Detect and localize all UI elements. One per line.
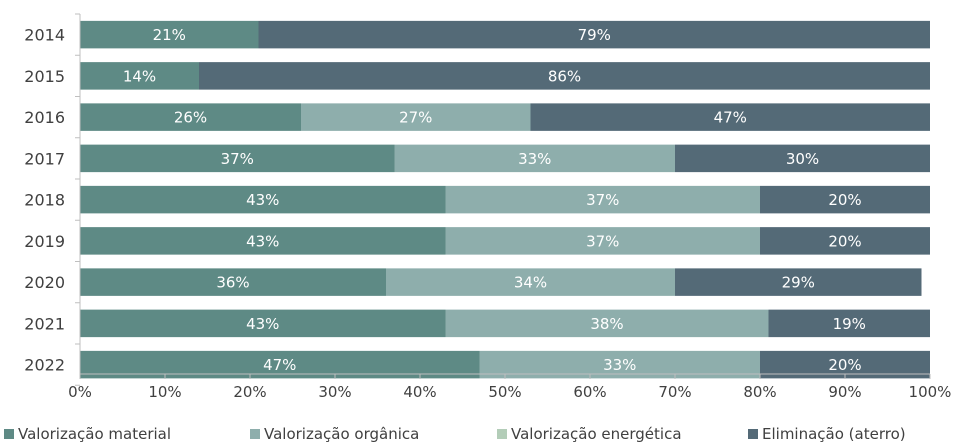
data-label: 20% bbox=[828, 232, 861, 250]
data-label: 37% bbox=[221, 150, 254, 168]
x-tick-label: 20% bbox=[233, 383, 266, 401]
category-label: 2018 bbox=[24, 191, 65, 210]
category-label: 2017 bbox=[24, 149, 65, 168]
data-label: 27% bbox=[399, 109, 432, 127]
category-label: 2022 bbox=[24, 356, 65, 375]
data-label: 19% bbox=[833, 315, 866, 333]
legend-item: Valorização material bbox=[4, 425, 171, 443]
data-label: 47% bbox=[714, 109, 747, 127]
legend-swatch bbox=[748, 429, 758, 439]
data-label: 86% bbox=[548, 67, 581, 85]
data-label: 29% bbox=[782, 274, 815, 292]
x-tick-label: 0% bbox=[68, 383, 92, 401]
data-label: 37% bbox=[586, 232, 619, 250]
x-tick-label: 40% bbox=[403, 383, 436, 401]
data-label: 14% bbox=[123, 67, 156, 85]
category-label: 2019 bbox=[24, 232, 65, 251]
data-label: 43% bbox=[246, 232, 279, 250]
legend-swatch bbox=[250, 429, 260, 439]
data-label: 36% bbox=[216, 274, 249, 292]
x-tick-label: 50% bbox=[488, 383, 521, 401]
data-label: 79% bbox=[578, 26, 611, 44]
data-label: 20% bbox=[828, 191, 861, 209]
x-tick-label: 10% bbox=[148, 383, 181, 401]
category-label: 2015 bbox=[24, 67, 65, 86]
category-label: 2016 bbox=[24, 108, 65, 127]
x-tick-label: 60% bbox=[573, 383, 606, 401]
x-tick-label: 90% bbox=[828, 383, 861, 401]
data-label: 47% bbox=[263, 356, 296, 374]
legend-item: Valorização orgânica bbox=[250, 425, 419, 443]
data-label: 30% bbox=[786, 150, 819, 168]
data-label: 33% bbox=[518, 150, 551, 168]
x-tick-label: 70% bbox=[658, 383, 691, 401]
data-label: 21% bbox=[153, 26, 186, 44]
category-label: 2021 bbox=[24, 314, 65, 333]
legend-label: Valorização energética bbox=[511, 425, 682, 443]
legend-label: Valorização orgânica bbox=[264, 425, 419, 443]
data-label: 34% bbox=[514, 274, 547, 292]
legend-item: Eliminação (aterro) bbox=[748, 425, 906, 443]
category-label: 2014 bbox=[24, 26, 65, 45]
x-tick-label: 100% bbox=[909, 383, 952, 401]
x-tick-label: 30% bbox=[318, 383, 351, 401]
legend-label: Valorização material bbox=[18, 425, 171, 443]
legend-swatch bbox=[497, 429, 507, 439]
chart-legend: Valorização material Valorização orgânica… bbox=[0, 425, 955, 442]
data-label: 20% bbox=[828, 356, 861, 374]
legend-label: Eliminação (aterro) bbox=[762, 425, 906, 443]
legend-swatch bbox=[4, 429, 14, 439]
category-label: 2020 bbox=[24, 273, 65, 292]
x-tick-label: 80% bbox=[743, 383, 776, 401]
stacked-bar-chart: 21% 79% 2014 14% 86% 2015 26% 27% 47% 2016 37% 33% 3… bbox=[0, 0, 955, 425]
legend-item: Valorização energética bbox=[497, 425, 682, 443]
data-label: 37% bbox=[586, 191, 619, 209]
data-label: 38% bbox=[590, 315, 623, 333]
data-label: 26% bbox=[174, 109, 207, 127]
data-label: 43% bbox=[246, 315, 279, 333]
data-label: 43% bbox=[246, 191, 279, 209]
data-label: 33% bbox=[603, 356, 636, 374]
